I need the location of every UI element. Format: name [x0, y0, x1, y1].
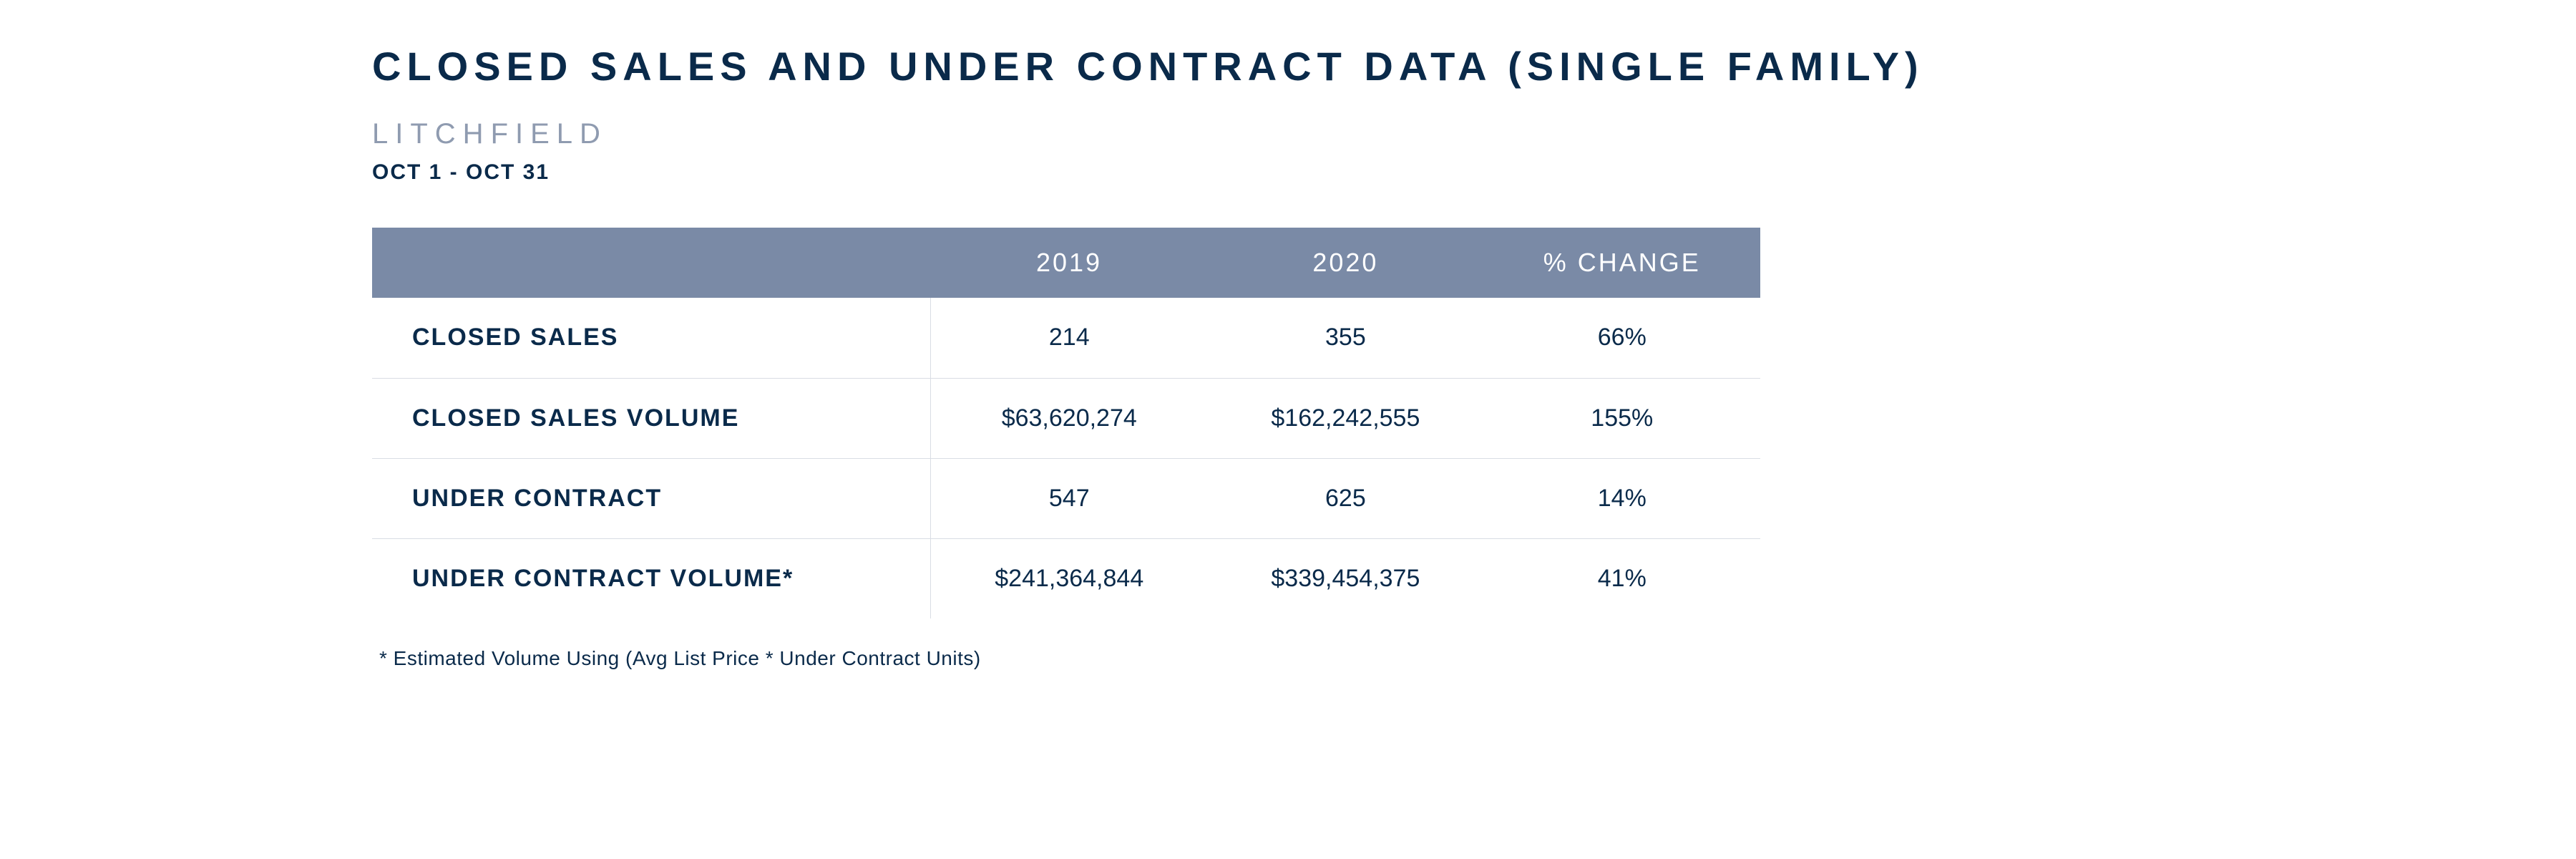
table-row: CLOSED SALES 214 355 66%	[372, 298, 1760, 378]
row-label: CLOSED SALES	[372, 298, 931, 378]
cell-change: 66%	[1484, 298, 1760, 378]
footnote: * Estimated Volume Using (Avg List Price…	[372, 647, 2576, 670]
cell-2020: 355	[1207, 298, 1483, 378]
col-change: % CHANGE	[1484, 228, 1760, 298]
cell-2019: 214	[931, 298, 1207, 378]
table-row: CLOSED SALES VOLUME $63,620,274 $162,242…	[372, 378, 1760, 458]
cell-2019: $63,620,274	[931, 378, 1207, 458]
col-2019: 2019	[931, 228, 1207, 298]
page-title: CLOSED SALES AND UNDER CONTRACT DATA (SI…	[372, 43, 2576, 89]
row-label: UNDER CONTRACT VOLUME*	[372, 538, 931, 618]
col-2020: 2020	[1207, 228, 1483, 298]
cell-2020: 625	[1207, 458, 1483, 538]
date-range: OCT 1 - OCT 31	[372, 160, 2576, 185]
cell-2019: $241,364,844	[931, 538, 1207, 618]
table-header-row: 2019 2020 % CHANGE	[372, 228, 1760, 298]
cell-change: 41%	[1484, 538, 1760, 618]
col-blank	[372, 228, 931, 298]
cell-change: 14%	[1484, 458, 1760, 538]
data-table: 2019 2020 % CHANGE CLOSED SALES 214 355 …	[372, 228, 1760, 618]
table-row: UNDER CONTRACT VOLUME* $241,364,844 $339…	[372, 538, 1760, 618]
region-label: LITCHFIELD	[372, 118, 2576, 150]
cell-change: 155%	[1484, 378, 1760, 458]
table-row: UNDER CONTRACT 547 625 14%	[372, 458, 1760, 538]
cell-2020: $162,242,555	[1207, 378, 1483, 458]
cell-2020: $339,454,375	[1207, 538, 1483, 618]
row-label: UNDER CONTRACT	[372, 458, 931, 538]
cell-2019: 547	[931, 458, 1207, 538]
row-label: CLOSED SALES VOLUME	[372, 378, 931, 458]
